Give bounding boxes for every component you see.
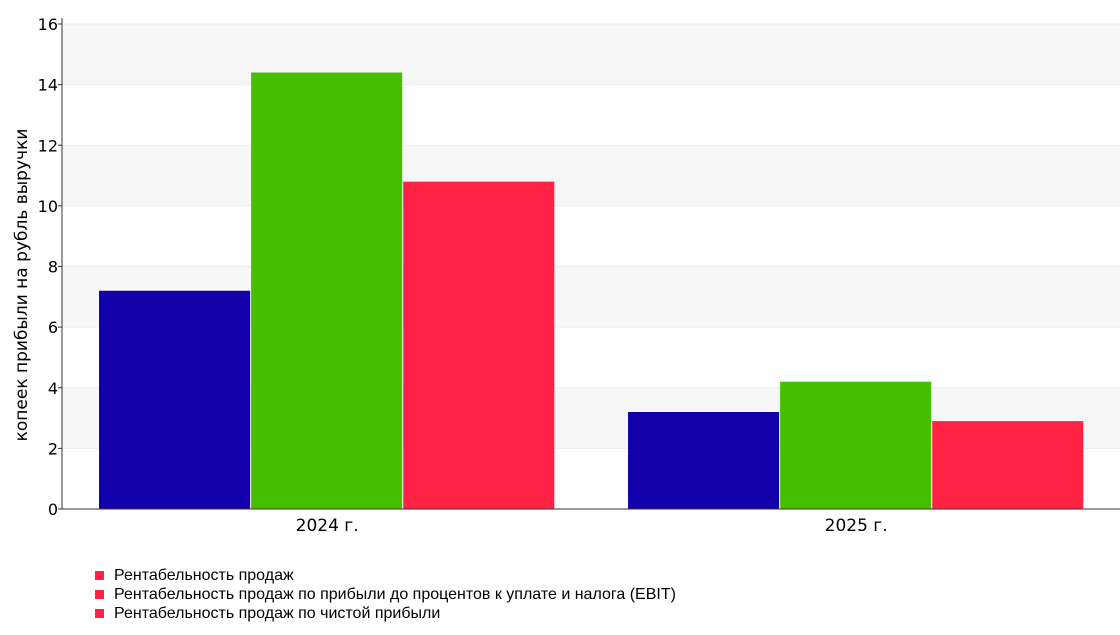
legend-label: Рентабельность продаж по прибыли до проц…	[114, 586, 676, 603]
y-tick-label: 4	[48, 379, 58, 398]
legend-item: Рентабельность продаж	[95, 566, 676, 585]
bar-1-3	[403, 181, 555, 509]
bar-2-2	[780, 381, 932, 509]
y-tick-label: 0	[48, 500, 58, 519]
plot-background	[62, 24, 1120, 509]
bar-2-3	[932, 421, 1084, 509]
y-axis-title: копеек прибыли на рубль выручки	[12, 129, 32, 442]
legend-swatch	[95, 571, 104, 580]
bars	[99, 72, 1084, 509]
bar-2-1	[628, 412, 780, 509]
y-tick-label: 12	[38, 136, 58, 155]
plot-band	[62, 205, 1120, 267]
bar-1-1	[99, 290, 251, 509]
plot-band	[62, 84, 1120, 146]
legend-item: Рентабельность продаж по чистой прибыли	[95, 604, 676, 623]
y-tick-label: 16	[38, 15, 58, 34]
y-tick-label: 14	[38, 76, 58, 95]
bar-1-2	[251, 72, 403, 509]
axes	[58, 18, 1120, 510]
plot-band	[62, 145, 1120, 206]
bar-chart: 0 2 4 6 8 10 12 14 16 2024 г. 2025 г. копеек приб…	[12, 15, 1120, 536]
legend-swatch	[95, 609, 104, 618]
y-tick-label: 2	[48, 439, 58, 458]
y-tick-labels: 0 2 4 6 8 10 12 14 16	[38, 15, 58, 519]
legend-item: Рентабельность продаж по прибыли до проц…	[95, 585, 676, 604]
y-tick-label: 8	[48, 258, 58, 277]
legend-label: Рентабельность продаж	[114, 567, 294, 584]
legend-swatch	[95, 590, 104, 599]
legend: Рентабельность продаж Рентабельность прод…	[95, 566, 676, 623]
x-category-label: 2025 г.	[825, 516, 888, 536]
plot-band	[62, 24, 1120, 85]
x-category-labels: 2024 г. 2025 г.	[296, 516, 888, 536]
y-tick-label: 10	[38, 197, 58, 216]
y-tick-label: 6	[48, 318, 58, 337]
x-category-label: 2024 г.	[296, 516, 359, 536]
legend-label: Рентабельность продаж по чистой прибыли	[114, 605, 441, 622]
